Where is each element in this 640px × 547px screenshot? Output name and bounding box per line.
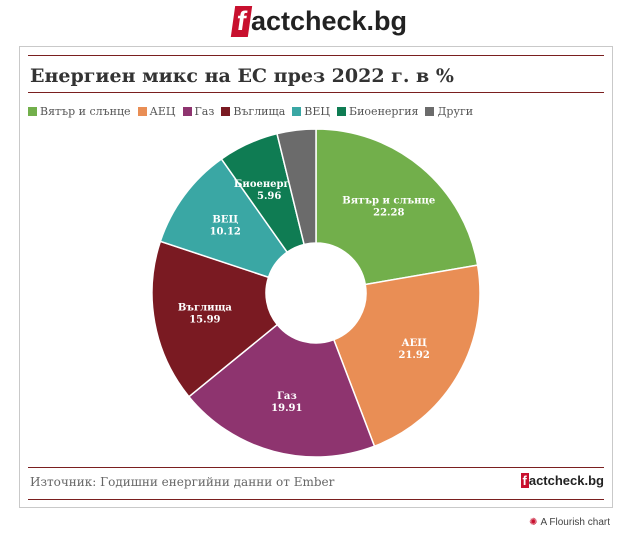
factcheck-logo: f actcheck.bg <box>0 6 640 37</box>
title-rule <box>28 92 604 93</box>
legend-item[interactable]: АЕЦ <box>137 105 176 118</box>
donut-slice[interactable] <box>187 323 376 458</box>
slice-category-label: ВЕЦ <box>212 215 238 226</box>
legend-swatch <box>182 107 192 116</box>
legend-item[interactable]: Вятър и слънце <box>28 105 131 118</box>
legend-swatch <box>425 107 435 116</box>
legend-label: АЕЦ <box>149 105 176 118</box>
slice-category-label: Вятър и слънце <box>342 196 435 207</box>
legend-label: ВЕЦ <box>304 105 331 118</box>
legend-label: Други <box>437 105 474 118</box>
footer-top-rule <box>28 467 604 468</box>
flourish-label: A Flourish chart <box>540 517 610 528</box>
legend-swatch <box>221 107 231 116</box>
legend-swatch <box>292 107 302 116</box>
slice-category-label: Биоенергия <box>234 179 305 190</box>
slice-value-label: 10.12 <box>210 227 241 238</box>
legend-label: Газ <box>194 105 215 118</box>
legend-label: Биоенергия <box>349 105 419 118</box>
chart-card: Енергиен микс на ЕС през 2022 г. в % Вят… <box>19 46 613 508</box>
legend-swatch <box>137 107 147 116</box>
donut-slice[interactable] <box>151 240 279 398</box>
legend-item[interactable]: Биоенергия <box>337 105 418 118</box>
legend-item[interactable]: Други <box>425 105 473 118</box>
donut-slice[interactable] <box>332 264 481 448</box>
logo-mark: f <box>230 6 253 37</box>
legend-label: Въглища <box>233 105 286 118</box>
logo-text: actcheck.bg <box>250 6 408 36</box>
slice-value-label: 15.99 <box>189 314 220 325</box>
footer-logo-mark: f <box>520 473 529 488</box>
footer-logo: f actcheck.bg <box>520 473 604 488</box>
legend-label: Вятър и слънце <box>40 105 131 118</box>
slice-value-label: 21.92 <box>399 350 430 361</box>
footer-logo-text: actcheck.bg <box>528 473 604 488</box>
slice-value-label: 5.96 <box>257 191 281 202</box>
donut-slice[interactable] <box>315 128 479 286</box>
slice-category-label: Газ <box>277 391 297 402</box>
donut-slice[interactable] <box>276 128 317 246</box>
legend-item[interactable]: Въглища <box>221 105 285 118</box>
slice-value-label: 22.28 <box>373 208 404 219</box>
chart-legend: Вятър и слънце АЕЦ Газ Въглища ВЕЦ Биоенергия… <box>28 105 604 118</box>
chart-title: Енергиен микс на ЕС през 2022 г. в % <box>30 65 454 87</box>
top-rule <box>28 55 604 56</box>
source-note: Източник: Годишни енергийни данни от Emb… <box>30 475 335 489</box>
slice-category-label: Въглища <box>178 302 233 313</box>
legend-swatch <box>337 107 347 116</box>
slice-category-label: АЕЦ <box>401 338 427 349</box>
legend-swatch <box>28 107 37 116</box>
legend-item[interactable]: ВЕЦ <box>292 105 330 118</box>
footer-bottom-rule <box>28 499 604 500</box>
slice-value-label: 19.91 <box>271 403 302 414</box>
legend-item[interactable]: Газ <box>182 105 215 118</box>
flourish-credit[interactable]: ✺ A Flourish chart <box>529 517 610 528</box>
flourish-icon: ✺ <box>529 517 538 528</box>
